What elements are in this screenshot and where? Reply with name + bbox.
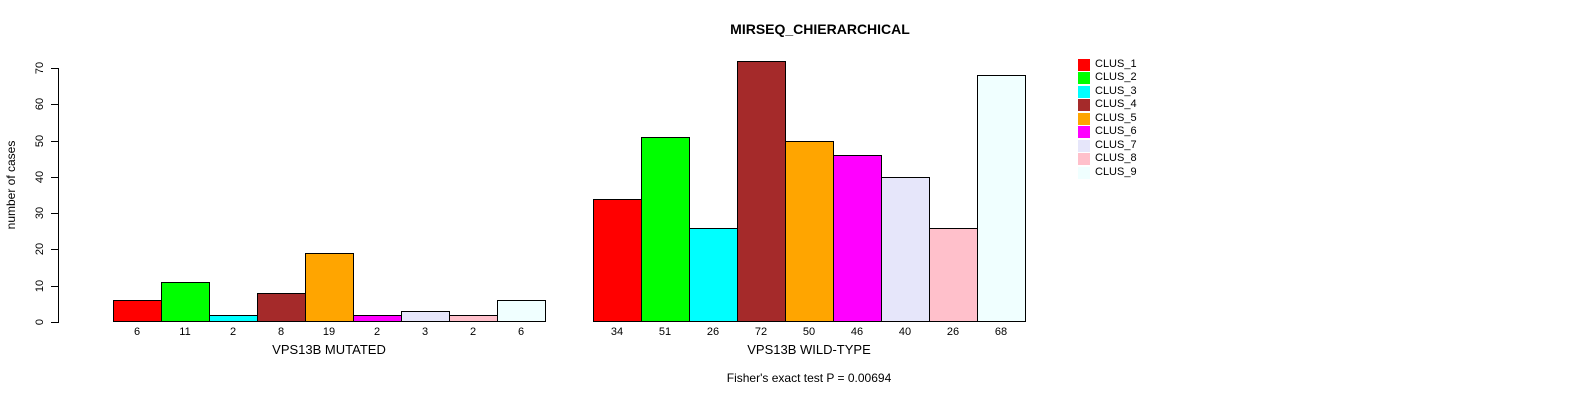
legend-row-clus_7: CLUS_7 bbox=[1078, 139, 1198, 153]
y-axis-tick bbox=[51, 177, 58, 178]
bar-clus_3 bbox=[689, 228, 738, 322]
bar-value-label: 34 bbox=[610, 326, 624, 338]
bar-value-label: 51 bbox=[658, 326, 672, 338]
bar-value-label: 2 bbox=[469, 326, 477, 338]
legend-swatch-clus_5 bbox=[1078, 113, 1090, 125]
legend-label: CLUS_7 bbox=[1095, 139, 1137, 151]
legend-row-clus_5: CLUS_5 bbox=[1078, 112, 1198, 126]
legend-label: CLUS_5 bbox=[1095, 112, 1137, 124]
legend-row-clus_8: CLUS_8 bbox=[1078, 152, 1198, 166]
bar-value-label: 2 bbox=[373, 326, 381, 338]
bar-clus_5 bbox=[305, 253, 354, 322]
group-label-mutated: VPS13B MUTATED bbox=[272, 342, 386, 357]
legend-label: CLUS_2 bbox=[1095, 71, 1137, 83]
y-axis-tick bbox=[51, 322, 58, 323]
bar-clus_2 bbox=[641, 137, 690, 322]
bar-value-label: 26 bbox=[706, 326, 720, 338]
legend-row-clus_4: CLUS_4 bbox=[1078, 98, 1198, 112]
bar-clus_4 bbox=[737, 61, 786, 322]
y-axis-tick bbox=[51, 249, 58, 250]
bar-clus_6 bbox=[353, 315, 402, 322]
legend-label: CLUS_8 bbox=[1095, 152, 1137, 164]
bar-value-label: 8 bbox=[277, 326, 285, 338]
legend-label: CLUS_3 bbox=[1095, 85, 1137, 97]
y-axis-tick-label: 30 bbox=[34, 206, 46, 220]
legend-swatch-clus_3 bbox=[1078, 86, 1090, 98]
bar-clus_8 bbox=[449, 315, 498, 322]
bar-value-label: 26 bbox=[946, 326, 960, 338]
y-axis-tick-label: 70 bbox=[34, 61, 46, 75]
bar-value-label: 46 bbox=[850, 326, 864, 338]
bar-clus_6 bbox=[833, 155, 882, 322]
y-axis-tick bbox=[51, 213, 58, 214]
y-axis-tick bbox=[51, 141, 58, 142]
chart-title: MIRSEQ_CHIERARCHICAL bbox=[730, 21, 910, 37]
legend-swatch-clus_8 bbox=[1078, 153, 1090, 165]
bar-value-label: 11 bbox=[179, 326, 191, 338]
y-axis-tick-label: 60 bbox=[34, 97, 46, 111]
group-label-wildtype: VPS13B WILD-TYPE bbox=[747, 342, 871, 357]
y-axis-tick-label: 50 bbox=[34, 134, 46, 148]
y-axis-tick-label: 0 bbox=[34, 318, 46, 326]
y-axis-tick-label: 10 bbox=[34, 279, 46, 293]
bar-clus_9 bbox=[977, 75, 1026, 322]
legend-row-clus_2: CLUS_2 bbox=[1078, 71, 1198, 85]
bar-clus_1 bbox=[593, 199, 642, 322]
y-axis-tick bbox=[51, 68, 58, 69]
bar-clus_1 bbox=[113, 300, 162, 322]
legend-label: CLUS_1 bbox=[1095, 58, 1137, 70]
bar-value-label: 40 bbox=[898, 326, 912, 338]
y-axis-tick-label: 40 bbox=[34, 170, 46, 184]
legend-row-clus_6: CLUS_6 bbox=[1078, 125, 1198, 139]
bar-clus_2 bbox=[161, 282, 210, 322]
y-axis-tick bbox=[51, 104, 58, 105]
bar-value-label: 68 bbox=[994, 326, 1008, 338]
bar-value-label: 6 bbox=[517, 326, 525, 338]
legend-swatch-clus_6 bbox=[1078, 126, 1090, 138]
bar-clus_7 bbox=[881, 177, 930, 322]
bar-clus_4 bbox=[257, 293, 306, 322]
legend-swatch-clus_2 bbox=[1078, 72, 1090, 84]
legend-label: CLUS_9 bbox=[1095, 166, 1137, 178]
bar-value-label: 3 bbox=[421, 326, 429, 338]
y-axis-label: number of cases bbox=[4, 140, 18, 230]
y-axis-tick-label: 20 bbox=[34, 242, 46, 256]
bar-value-label: 2 bbox=[229, 326, 237, 338]
legend-swatch-clus_9 bbox=[1078, 167, 1090, 179]
bar-value-label: 6 bbox=[133, 326, 141, 338]
bar-clus_8 bbox=[929, 228, 978, 322]
legend-row-clus_3: CLUS_3 bbox=[1078, 85, 1198, 99]
fisher-test-footnote: Fisher's exact test P = 0.00694 bbox=[726, 371, 892, 385]
y-axis-tick bbox=[51, 286, 58, 287]
legend-label: CLUS_4 bbox=[1095, 98, 1137, 110]
bar-value-label: 50 bbox=[802, 326, 816, 338]
bar-clus_7 bbox=[401, 311, 450, 322]
y-axis-line bbox=[58, 68, 59, 323]
legend-row-clus_1: CLUS_1 bbox=[1078, 58, 1198, 72]
bar-value-label: 19 bbox=[322, 326, 336, 338]
legend-swatch-clus_4 bbox=[1078, 99, 1090, 111]
bar-clus_3 bbox=[209, 315, 258, 322]
legend-label: CLUS_6 bbox=[1095, 125, 1137, 137]
bar-clus_9 bbox=[497, 300, 546, 322]
legend-swatch-clus_1 bbox=[1078, 59, 1090, 71]
bar-value-label: 72 bbox=[754, 326, 768, 338]
legend-swatch-clus_7 bbox=[1078, 140, 1090, 152]
legend-row-clus_9: CLUS_9 bbox=[1078, 166, 1198, 180]
bar-clus_5 bbox=[785, 141, 834, 322]
